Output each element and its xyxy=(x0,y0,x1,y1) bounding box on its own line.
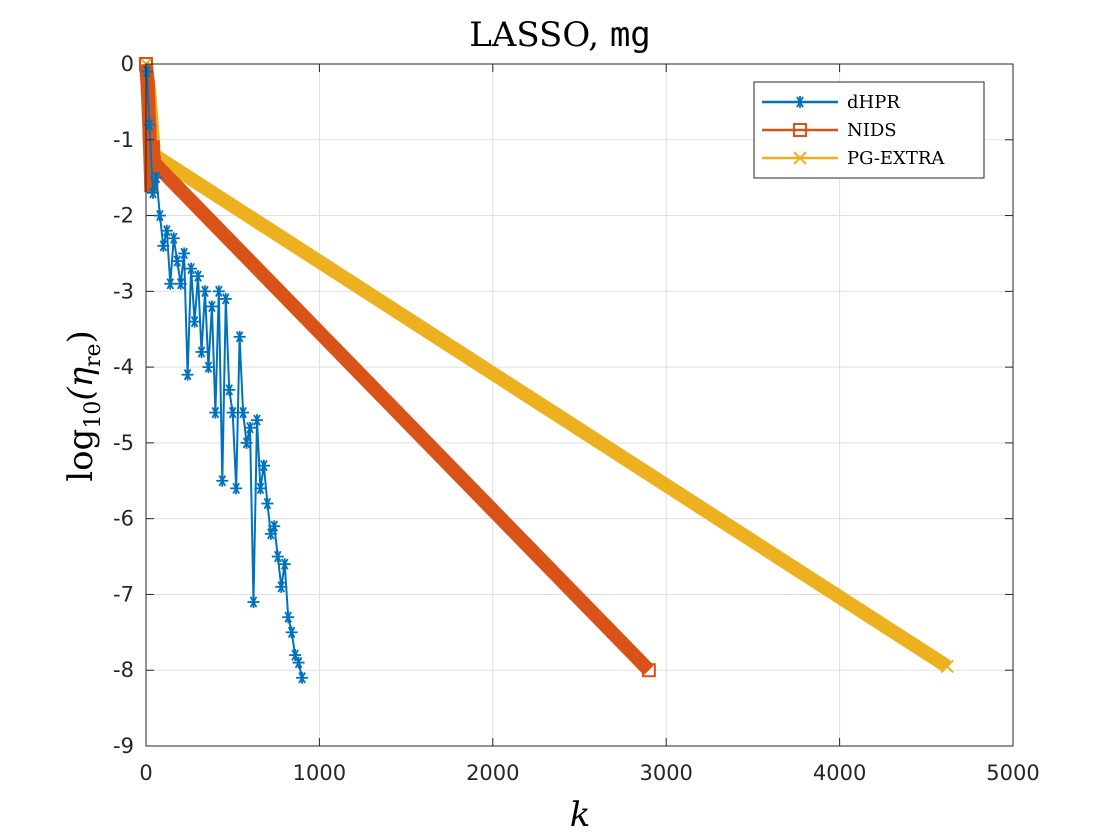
data-point xyxy=(275,580,288,593)
data-point xyxy=(150,171,163,184)
y-tick-label: -8 xyxy=(113,658,134,682)
x-tick-label: 1000 xyxy=(293,761,346,785)
x-tick-label: 0 xyxy=(139,761,152,785)
data-point xyxy=(282,611,295,624)
data-point xyxy=(292,656,305,669)
data-point xyxy=(198,285,211,298)
legend-marker xyxy=(794,96,806,108)
data-point xyxy=(185,262,198,275)
legend-entry-dhpr: dHPR xyxy=(762,92,900,113)
data-point xyxy=(296,671,309,684)
data-point xyxy=(233,330,246,343)
x-tick-labels: 0 1000 2000 3000 4000 5000 xyxy=(139,761,1039,785)
data-point xyxy=(171,255,184,268)
y-tick-label: -4 xyxy=(113,355,134,379)
legend-entry-pg-extra: PG-EXTRA xyxy=(762,148,945,169)
data-point xyxy=(237,406,250,419)
x-axis-label: k xyxy=(570,795,591,835)
y-axis-label: log10(ηre) xyxy=(61,330,106,482)
y-tick-label: -3 xyxy=(113,279,134,303)
data-point xyxy=(271,550,284,563)
y-tick-label: -1 xyxy=(113,128,134,152)
data-point xyxy=(205,300,218,313)
data-point xyxy=(223,383,236,396)
data-point xyxy=(202,361,215,374)
y-tick-label: -5 xyxy=(113,431,134,455)
data-point xyxy=(641,663,656,678)
data-point xyxy=(940,659,954,674)
legend-marker xyxy=(793,123,807,137)
data-point xyxy=(146,186,159,199)
chart-title: LASSO, mg xyxy=(469,15,651,55)
data-point xyxy=(143,118,156,131)
data-point xyxy=(216,474,229,487)
marker-stroke xyxy=(793,151,807,165)
series-dhpr xyxy=(140,65,309,684)
data-point xyxy=(268,520,281,533)
legend-items: dHPR NIDS PG-EXTRA xyxy=(762,92,945,169)
legend-entry-nids: NIDS xyxy=(762,120,897,141)
data-point xyxy=(240,436,253,449)
data-point xyxy=(230,482,243,495)
x-tick-label: 4000 xyxy=(813,761,866,785)
data-point xyxy=(164,277,177,290)
x-tick-label: 2000 xyxy=(466,761,519,785)
x-tick-label: 5000 xyxy=(986,761,1039,785)
plot-frame xyxy=(145,63,1014,747)
marker-stroke xyxy=(940,659,954,674)
data-point xyxy=(140,65,153,78)
legend-label: PG-EXTRA xyxy=(847,148,945,169)
data-point xyxy=(285,626,298,639)
data-point xyxy=(181,368,194,381)
data-point xyxy=(178,247,191,260)
series-layer xyxy=(139,57,954,684)
data-point xyxy=(192,270,205,283)
data-point xyxy=(247,596,260,609)
data-point xyxy=(219,292,232,305)
y-tick-labels: 0 -1 -2 -3 -4 -5 -6 -7 -8 -9 xyxy=(113,52,134,758)
y-tick-label: -2 xyxy=(113,204,134,228)
data-point xyxy=(257,459,270,472)
data-point xyxy=(250,414,263,427)
data-point xyxy=(174,277,187,290)
legend-label: NIDS xyxy=(847,120,897,141)
data-point xyxy=(278,558,291,571)
data-point xyxy=(167,232,180,245)
legend: dHPR NIDS PG-EXTRA xyxy=(753,81,985,179)
data-point xyxy=(261,497,274,510)
data-point xyxy=(226,406,239,419)
data-point xyxy=(244,421,257,434)
data-point xyxy=(157,239,170,252)
data-point xyxy=(209,406,222,419)
data-point xyxy=(254,482,267,495)
data-point xyxy=(195,345,208,358)
data-point xyxy=(188,315,201,328)
y-tick-label: -9 xyxy=(113,734,134,758)
y-tick-label: -6 xyxy=(113,507,134,531)
data-point xyxy=(212,285,225,298)
data-point xyxy=(146,155,161,170)
y-tick-label: -7 xyxy=(113,582,134,606)
x-tick-label: 3000 xyxy=(639,761,692,785)
data-point xyxy=(145,140,160,155)
legend-label: dHPR xyxy=(847,92,900,113)
tick-marks xyxy=(145,63,1014,747)
legend-marker xyxy=(793,151,807,165)
data-point xyxy=(153,209,166,222)
data-point xyxy=(160,224,173,237)
y-tick-label: 0 xyxy=(121,52,134,76)
